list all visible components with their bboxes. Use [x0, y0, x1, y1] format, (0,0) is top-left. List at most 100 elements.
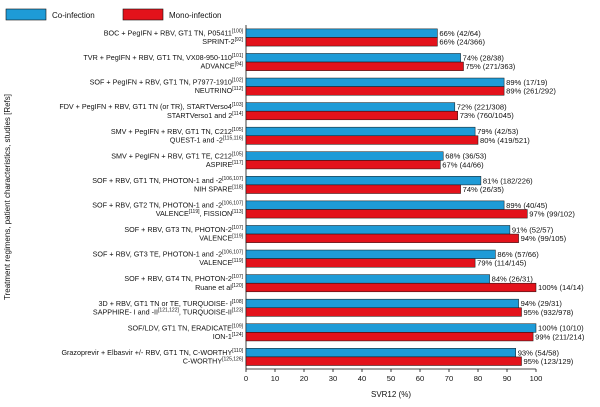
- x-tick-label: 100: [530, 374, 543, 383]
- value-label-mono: 95% (932/978): [524, 308, 574, 317]
- bar-mono-infection: [245, 184, 461, 194]
- value-label-mono: 73% (760/1045): [460, 111, 515, 120]
- bar-co-infection: [245, 176, 482, 186]
- category-label-line2: NIH SPARE[118]: [194, 185, 244, 194]
- bar-mono-infection: [245, 258, 476, 268]
- bar-co-infection: [245, 102, 456, 112]
- x-tick-label: 30: [329, 374, 337, 383]
- value-label-mono: 99% (211/214): [535, 332, 585, 341]
- category-label-line2: VALENCE[119], FISSION[113]: [156, 209, 244, 218]
- y-axis-title: Treatment regimens, patient characterist…: [3, 94, 12, 300]
- category-label-line1: SMV + PegIFN + RBV, GT1 TE, C212[105]: [111, 151, 243, 160]
- value-label-mono: 74% (26/35): [463, 185, 505, 194]
- value-label-mono: 66% (24/366): [439, 37, 485, 46]
- value-label-mono: 79% (114/145): [477, 259, 527, 268]
- bar-mono-infection: [245, 282, 537, 293]
- x-tick-label: 60: [416, 374, 424, 383]
- value-label-mono: 75% (271/363): [466, 62, 516, 71]
- category-label-line2: SPRINT-2[92]: [202, 37, 243, 46]
- bar-co-infection: [245, 348, 516, 358]
- bar-co-infection: [245, 298, 519, 309]
- category-label-line1: SOF + RBV, GT3 TE, PHOTON-1 and -2[106,1…: [93, 250, 244, 259]
- value-label-mono: 67% (44/66): [442, 160, 484, 169]
- x-tick-label: 40: [358, 374, 366, 383]
- value-label-co: 94% (29/31): [521, 299, 563, 308]
- legend-co-label: Co-infection: [52, 11, 95, 20]
- legend-mono-swatch: [122, 8, 164, 21]
- category-label-line1: TVR + PegIFN + RBV, GT1 TN, VX08-950-110…: [83, 53, 243, 62]
- bar-mono-infection: [245, 110, 458, 121]
- value-label-co: 91% (52/57): [512, 225, 554, 234]
- x-tick-label: 20: [300, 374, 308, 383]
- bar-co-infection: [245, 126, 476, 137]
- bar-mono-infection: [245, 61, 464, 71]
- value-label-co: 79% (42/53): [477, 127, 519, 136]
- bar-co-infection: [245, 53, 461, 63]
- category-label-line1: SOF + RBV, GT1 TN, PHOTON-1 and -2[106,1…: [92, 176, 243, 185]
- bar-mono-infection: [245, 135, 479, 145]
- category-label-line1: Grazoprevir + Elbasvir +/- RBV, GT1 TN, …: [61, 348, 243, 357]
- bar-co-infection: [245, 274, 490, 284]
- value-label-co: 100% (10/10): [538, 324, 584, 333]
- bar-mono-infection: [245, 86, 505, 96]
- x-axis: 0 10 20 30 40 50 60 70 80 90 100: [244, 368, 543, 383]
- category-label-line2: SAPPHIRE- I and -II[121,122], TURQUOISE-…: [93, 307, 244, 316]
- value-label-mono: 100% (14/14): [538, 283, 584, 292]
- bar-co-infection: [245, 249, 496, 259]
- category-label-line2: ADVANCE[94]: [200, 62, 243, 71]
- value-label-co: 93% (54/58): [518, 348, 560, 357]
- value-label-mono: 95% (123/129): [524, 357, 574, 366]
- value-label-co: 81% (182/226): [483, 176, 533, 185]
- category-label-line1: FDV + PegIFN + RBV, GT1 TN (or TR), STAR…: [59, 102, 243, 111]
- category-label-line2: QUEST-1 and -2[115,116]: [170, 135, 244, 144]
- value-label-co: 68% (36/53): [445, 152, 487, 161]
- category-label-line2: ION-1[124]: [213, 332, 244, 341]
- category-label-line1: SOF + RBV, GT2 TN, PHOTON-1 and -2[106,1…: [92, 200, 243, 209]
- bar-co-infection: [245, 77, 505, 87]
- value-label-co: 74% (28/38): [463, 53, 505, 62]
- bar-mono-infection: [245, 209, 528, 219]
- value-label-co: 89% (40/45): [506, 201, 548, 210]
- legend-mono-label: Mono-infection: [169, 11, 221, 20]
- bar-mono-infection: [245, 37, 438, 47]
- bar-co-infection: [245, 28, 438, 38]
- bar-co-infection: [245, 200, 505, 210]
- bar-mono-infection: [245, 332, 534, 342]
- x-tick-label: 80: [474, 374, 482, 383]
- value-label-co: 72% (221/308): [457, 103, 507, 112]
- value-label-mono: 89% (261/292): [506, 87, 556, 96]
- x-tick-label: 90: [503, 374, 511, 383]
- bar-mono-infection: [245, 233, 519, 243]
- value-label-co: 66% (42/64): [439, 29, 481, 38]
- legend-co-swatch: [5, 8, 47, 21]
- x-tick-label: 70: [445, 374, 453, 383]
- x-tick-label: 0: [244, 374, 248, 383]
- category-label-line1: SOF/LDV, GT1 TN, ERADICATE[109]: [128, 323, 244, 332]
- category-label-line2: NEUTRINO[112]: [195, 86, 244, 95]
- category-label-line2: VALENCE[119]: [199, 258, 243, 267]
- category-label-line1: BOC + PegIFN + RBV, GT1 TN, P05411[100]: [104, 28, 244, 37]
- value-label-mono: 94% (99/105): [521, 234, 567, 243]
- category-label-line1: SOF + RBV, GT4 TN, PHOTON-2[107]: [124, 274, 243, 283]
- category-label-line2: ASPIRE[117]: [206, 160, 244, 169]
- bar-mono-infection: [245, 356, 522, 366]
- bar-co-infection: [245, 323, 537, 333]
- value-label-co: 89% (17/19): [506, 78, 548, 87]
- category-label-line1: SOF + PegIFN + RBV, GT1 TN, P7977-1910[1…: [90, 78, 244, 87]
- category-label-line1: SOF + RBV, GT3 TN, PHOTON-2[107]: [124, 225, 243, 234]
- category-label-line1: SMV + PegIFN + RBV, GT1 TN, C212[105]: [111, 127, 244, 136]
- category-label-line2: Ruane et al[120]: [195, 283, 243, 292]
- category-label-line2: VALENCE[119]: [199, 234, 243, 243]
- x-tick-label: 10: [271, 374, 279, 383]
- category-label-line1: 3D + RBV, GT1 TN or TE, TURQUOISE- I[108…: [99, 299, 244, 308]
- value-label-co: 86% (57/66): [497, 250, 539, 259]
- x-axis-title: SVR12 (%): [371, 390, 411, 399]
- plot-area: 66% (42/64)66% (24/366) 74% (28/38)75% (2…: [245, 25, 585, 369]
- bar-mono-infection: [245, 160, 441, 170]
- value-label-mono: 80% (419/521): [480, 136, 530, 145]
- category-label-line2: STARTVerso1 and 2[114]: [167, 111, 244, 120]
- legend: Co-infection Mono-infection: [5, 8, 221, 21]
- bar-co-infection: [245, 151, 444, 161]
- bar-mono-infection: [245, 307, 522, 317]
